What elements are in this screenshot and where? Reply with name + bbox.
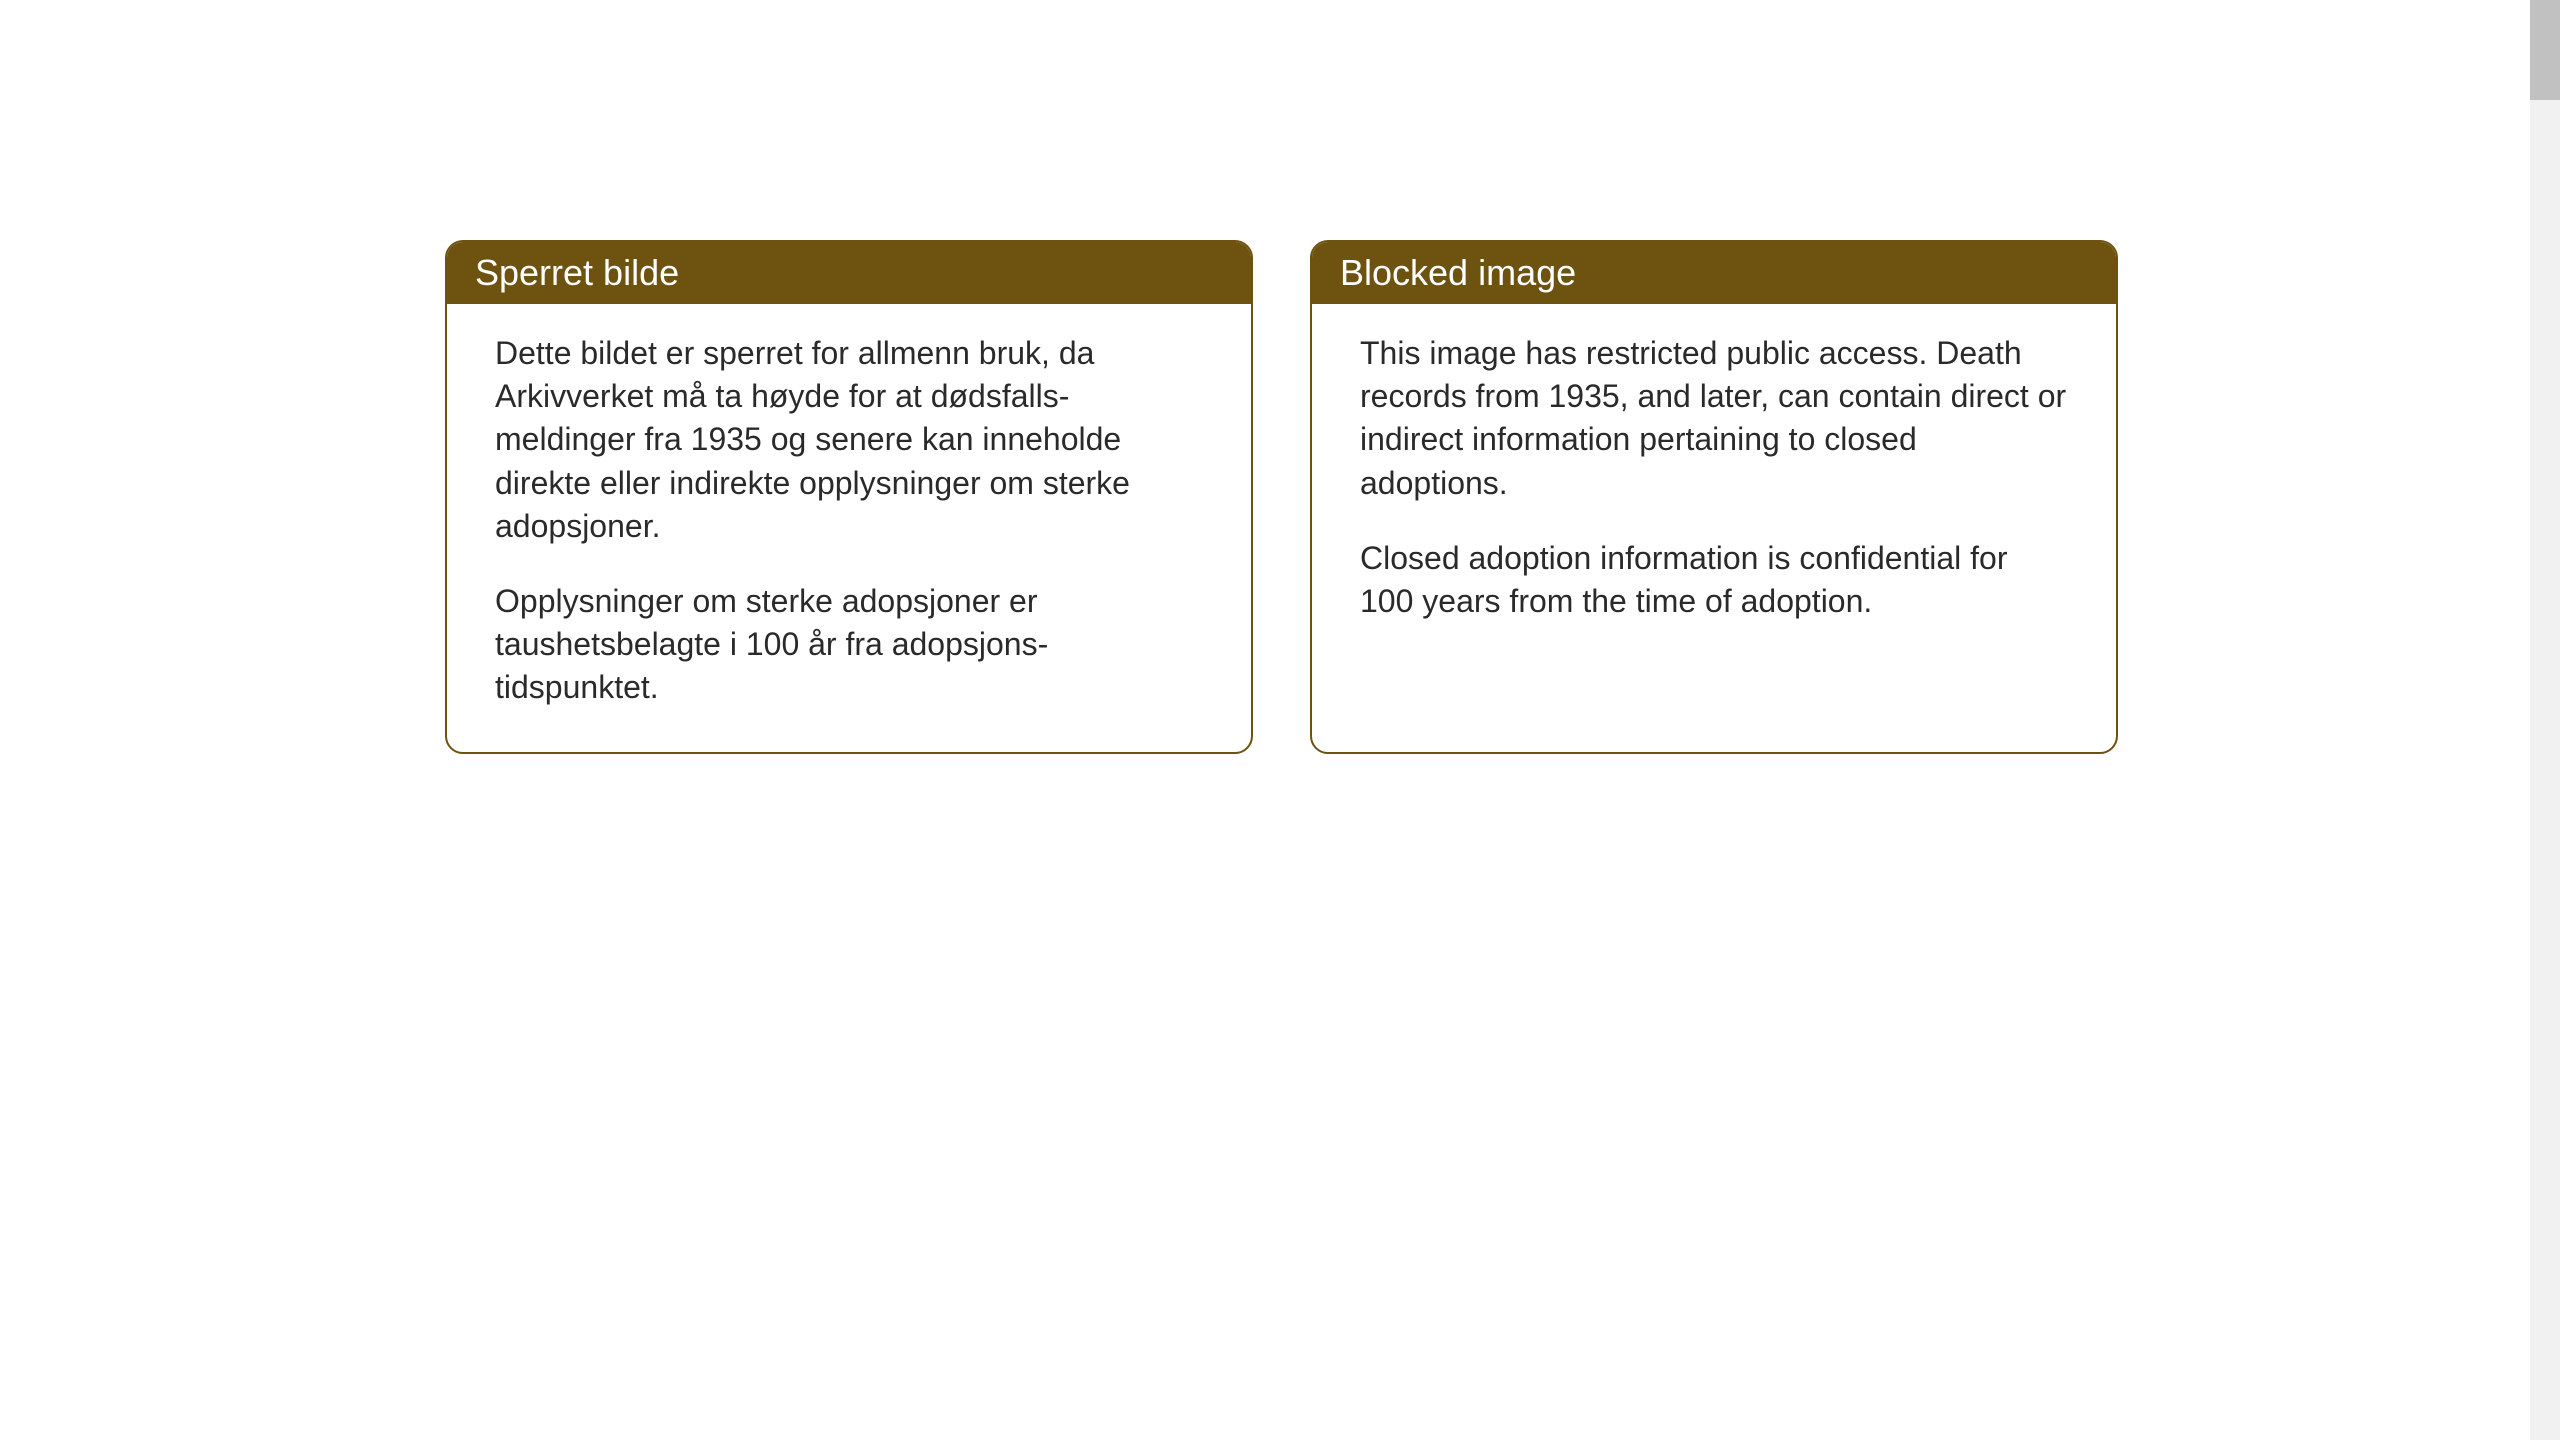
scrollbar-thumb[interactable] [2530, 0, 2560, 100]
notice-paragraph-2-english: Closed adoption information is confident… [1360, 537, 2068, 623]
notice-header-english: Blocked image [1312, 242, 2116, 304]
notice-header-norwegian: Sperret bilde [447, 242, 1251, 304]
notice-paragraph-2-norwegian: Opplysninger om sterke adopsjoner er tau… [495, 580, 1203, 710]
notice-paragraph-1-norwegian: Dette bildet er sperret for allmenn bruk… [495, 332, 1203, 548]
notice-card-norwegian: Sperret bilde Dette bildet er sperret fo… [445, 240, 1253, 754]
notice-title-english: Blocked image [1340, 252, 1576, 293]
notice-body-english: This image has restricted public access.… [1312, 304, 2116, 665]
notice-body-norwegian: Dette bildet er sperret for allmenn bruk… [447, 304, 1251, 752]
notice-container: Sperret bilde Dette bildet er sperret fo… [445, 240, 2118, 754]
notice-card-english: Blocked image This image has restricted … [1310, 240, 2118, 754]
notice-paragraph-1-english: This image has restricted public access.… [1360, 332, 2068, 505]
scrollbar-track[interactable] [2530, 0, 2560, 1440]
notice-title-norwegian: Sperret bilde [475, 252, 679, 293]
